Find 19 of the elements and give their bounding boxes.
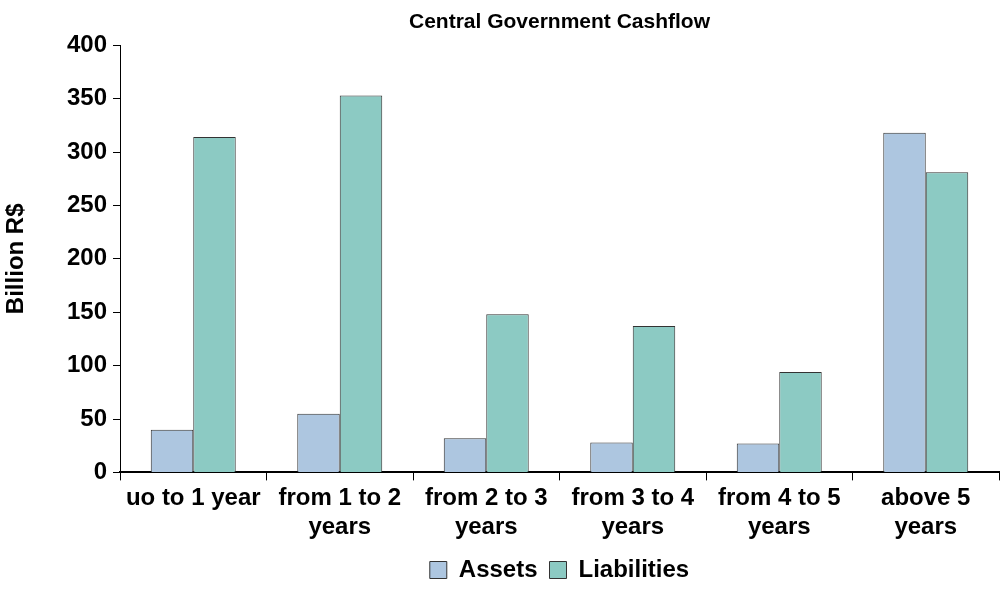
x-tick-label: from 4 to 5 years <box>717 483 841 540</box>
y-tick-label: 300 <box>66 136 107 164</box>
y-tick-label: 150 <box>66 296 107 324</box>
y-tick-label: 100 <box>66 350 107 378</box>
y-axis-title: Billion R$ <box>1 202 29 315</box>
legend-label: Liabilities <box>578 554 690 582</box>
x-tick-label: from 2 to 3 years <box>424 483 548 540</box>
x-tick-label: from 3 to 4 years <box>571 483 695 540</box>
y-tick-label: 250 <box>66 190 107 218</box>
y-tick-label: 50 <box>80 403 107 431</box>
y-tick-label: 200 <box>66 243 107 271</box>
y-tick-label: 350 <box>66 83 107 111</box>
legend-label: Assets <box>458 554 538 582</box>
x-tick-label: uo to 1 year <box>125 483 261 511</box>
x-tick-label: above 5 years <box>881 483 971 540</box>
y-tick-label: 400 <box>66 29 107 57</box>
y-tick-label: 0 <box>93 457 107 485</box>
x-tick-label: from 1 to 2 years <box>278 483 402 540</box>
chart-title: Central Government Cashflow <box>408 9 711 33</box>
